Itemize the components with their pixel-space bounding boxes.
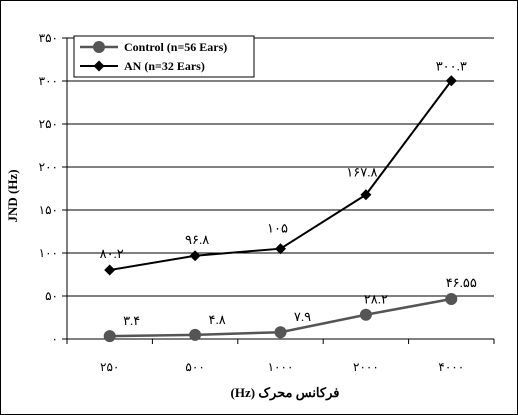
x-tick-label: ۱۰۰۰ xyxy=(268,360,294,374)
gridlines xyxy=(67,37,494,297)
data-point-circle xyxy=(103,330,116,343)
y-tick-label: ۳۵۰ xyxy=(39,31,58,45)
data-point-circle xyxy=(189,328,202,341)
y-tick-label: ۰ xyxy=(52,332,58,346)
data-label: ۸۰.۲ xyxy=(100,246,124,261)
x-tick-label: ۲۵۰ xyxy=(100,360,119,374)
legend-label: Control (n=56 Ears) xyxy=(124,40,227,54)
legend-label: AN (n=32 Ears) xyxy=(124,59,205,73)
data-label: ۴۶.۵۵ xyxy=(446,275,477,290)
data-labels: ۳.۴ ۴.۸ ۷.۹ ۲۸.۲ ۴۶.۵۵ ۸۰.۲ ۹۶.۸ ۱۰۵ ۱۶۷.۸ ۳۰۰.۳ xyxy=(100,59,477,328)
data-point-diamond xyxy=(93,60,105,72)
y-tick-label: ۱۰۰ xyxy=(39,246,58,260)
data-point-diamond xyxy=(360,189,372,201)
x-axis-title: فرکانس محرک (Hz) xyxy=(231,385,340,401)
y-axis-title: JND (Hz) xyxy=(5,169,20,222)
data-point-circle xyxy=(359,308,372,321)
axes: ۰ ۵۰ ۱۰۰ ۱۵۰ ۲۰۰ ۲۵۰ ۳۰۰ ۳۵۰ ۲۵۰ ۵۰۰ ۱۰۰۰ ۲۰۰۰ ۴۰۰۰ xyxy=(39,31,495,374)
data-label: ۹۶.۸ xyxy=(185,232,209,247)
data-point-circle xyxy=(274,326,287,339)
y-tick-label: ۲۵۰ xyxy=(39,117,58,131)
data-point-diamond xyxy=(104,264,116,276)
data-label: ۷.۹ xyxy=(294,309,311,324)
data-point-diamond xyxy=(445,75,457,87)
data-label: ۲۸.۲ xyxy=(364,292,388,307)
data-label: ۳.۴ xyxy=(123,313,140,328)
data-label: ۳۰۰.۳ xyxy=(436,59,467,74)
legend-box xyxy=(73,35,255,78)
series-line xyxy=(109,80,453,272)
y-tick-label: ۲۰۰ xyxy=(39,160,58,174)
data-point-diamond xyxy=(275,243,286,255)
data-label: ۱۰۵ xyxy=(267,221,288,236)
data-point-circle xyxy=(93,41,105,53)
x-tick-label: ۴۰۰۰ xyxy=(438,360,464,374)
data-point-diamond xyxy=(189,250,201,262)
legend: Control (n=56 Ears) AN (n=32 Ears) xyxy=(73,35,255,78)
x-tick-label: ۵۰۰ xyxy=(185,360,204,374)
data-label: ۴.۸ xyxy=(208,312,225,327)
data-label: ۱۶۷.۸ xyxy=(346,165,377,180)
y-tick-label: ۳۰۰ xyxy=(39,74,58,88)
data-point-circle xyxy=(445,292,458,305)
series-layer xyxy=(103,75,458,343)
y-tick-label: ۵۰ xyxy=(45,289,58,303)
x-tick-label: ۲۰۰۰ xyxy=(353,360,379,374)
y-tick-label: ۱۵۰ xyxy=(39,203,58,217)
